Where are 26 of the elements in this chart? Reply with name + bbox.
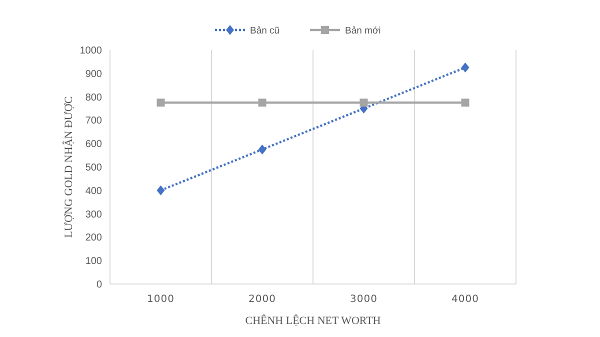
point [156, 98, 165, 107]
point [258, 98, 266, 107]
y-tick-label: 900 [85, 68, 102, 80]
point [156, 185, 165, 196]
y-tick-label: 300 [85, 209, 102, 220]
legend-label: Bản mới [345, 25, 381, 36]
x-tick-label: 4000 [452, 294, 479, 305]
point [461, 62, 470, 73]
x-tick-label: 3000 [350, 294, 378, 305]
point [258, 144, 266, 154]
legend-label: Bản cũ [250, 25, 280, 36]
point [360, 98, 368, 107]
y-tick-label: 500 [85, 162, 102, 174]
point [461, 98, 470, 107]
x-tick-label: 2000 [248, 294, 276, 305]
y-tick-label: 400 [85, 186, 102, 197]
y-tick-label: 100 [85, 256, 102, 268]
y-tick-label: 800 [85, 92, 102, 104]
y-tick-label: 600 [85, 139, 102, 150]
y-tick-label: 1000 [80, 46, 102, 56]
y-tick-label: 0 [96, 280, 102, 290]
y-tick-label: 700 [85, 116, 102, 127]
x-axis-title: CHÊNH LỆCH NET WORTH [245, 314, 381, 327]
x-tick-label: 1000 [147, 294, 174, 305]
y-tick-label: 200 [85, 232, 102, 244]
y-axis-title: LƯỢNG GOLD NHẬN ĐƯỢC [62, 96, 75, 238]
